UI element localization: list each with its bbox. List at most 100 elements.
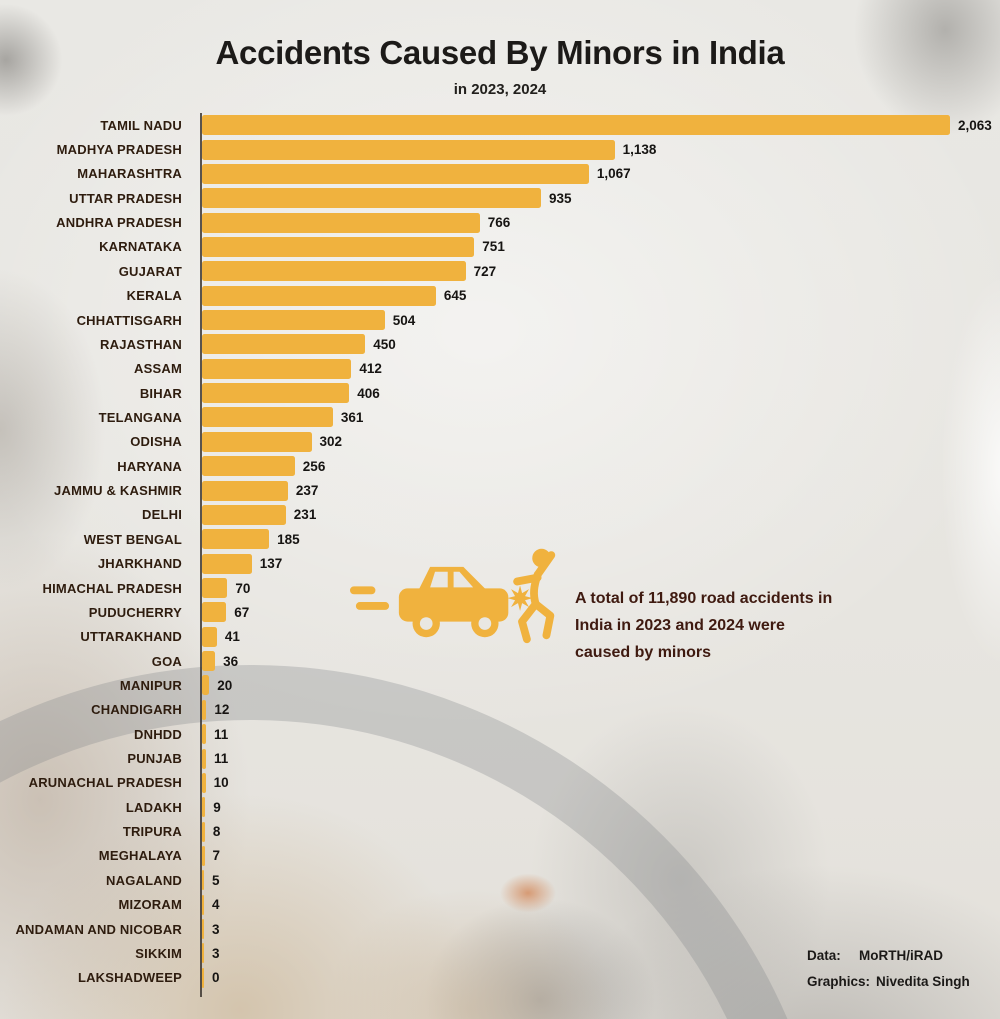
bar-row: UTTAR PRADESH 935 — [0, 186, 996, 210]
bar-track: 137 — [192, 553, 996, 574]
bar — [202, 894, 204, 915]
bar-row: HIMACHAL PRADESH 70 — [0, 576, 996, 600]
graphics-credit-value: Nivedita Singh — [876, 974, 970, 989]
state-label: MADHYA PRADESH — [56, 142, 182, 158]
state-label: JHARKHAND — [97, 556, 182, 572]
bar-track: 645 — [192, 285, 996, 306]
bar — [202, 967, 204, 988]
state-label: TRIPURA — [122, 824, 182, 840]
value-label: 302 — [319, 434, 343, 450]
graphics-credit-label: Graphics: — [807, 974, 871, 989]
state-label: ANDHRA PRADESH — [56, 215, 182, 231]
bar-track: 20 — [192, 675, 996, 696]
value-label: 11 — [214, 751, 229, 767]
value-label: 450 — [373, 336, 396, 352]
bar-row: ANDHRA PRADESH 766 — [0, 210, 996, 234]
bar — [202, 456, 295, 477]
bar-track: 406 — [192, 383, 996, 404]
bar-track: 766 — [192, 212, 996, 233]
bar-row: ANDAMAN AND NICOBAR 3 — [0, 917, 996, 941]
bar — [202, 188, 541, 209]
bar-row: MIZORAM 4 — [0, 893, 996, 917]
state-label: RAJASTHAN — [100, 336, 182, 352]
bar-track: 70 — [192, 578, 996, 598]
bar-row: ODISHA 302 — [0, 430, 996, 454]
state-label: UTTARAKHAND — [80, 629, 182, 645]
state-label: PUDUCHERRY — [88, 604, 182, 620]
bar — [202, 407, 333, 428]
bar-row: PUDUCHERRY 67 — [0, 600, 996, 624]
chart-title: Accidents Caused By Minors in India — [215, 34, 785, 71]
state-label: KERALA — [126, 288, 182, 304]
state-label: DNHDD — [134, 726, 182, 742]
state-label: ASSAM — [134, 361, 182, 377]
bar — [202, 334, 366, 355]
bar-row: DELHI 231 — [0, 503, 996, 527]
bar — [202, 675, 210, 696]
car-hitting-pedestrian-icon — [350, 548, 556, 644]
bar-track: 3 — [192, 919, 996, 940]
bar-track: 256 — [192, 456, 996, 477]
annotation-text: A total of 11,890 road accidents in Indi… — [575, 585, 835, 666]
state-label: GUJARAT — [118, 263, 182, 279]
bar — [202, 870, 204, 891]
bar-row: TRIPURA 8 — [0, 819, 996, 843]
value-label: 361 — [340, 409, 364, 425]
state-label: ANDAMAN AND NICOBAR — [15, 921, 182, 937]
bar-track: 12 — [192, 699, 996, 720]
value-label: 1,067 — [596, 166, 631, 182]
bar-row: TELANGANA 361 — [0, 405, 996, 429]
bar-row: JHARKHAND 137 — [0, 551, 996, 575]
bar-track: 935 — [192, 188, 996, 209]
bar — [202, 699, 207, 720]
bar-track: 727 — [192, 261, 996, 282]
state-label: GOA — [151, 653, 182, 669]
bar — [202, 821, 205, 842]
bar-track: 751 — [192, 236, 996, 257]
state-label: WEST BENGAL — [83, 531, 182, 547]
bar-track: 11 — [192, 724, 996, 745]
bar — [202, 358, 352, 379]
bar-track: 3 — [192, 943, 996, 964]
bar-row: TAMIL NADU 2,063 — [0, 113, 996, 137]
value-label: 9 — [213, 799, 221, 815]
bar-row: PUNJAB 11 — [0, 746, 996, 770]
bar — [202, 797, 206, 818]
value-label: 412 — [359, 361, 382, 377]
state-label: TAMIL NADU — [100, 117, 182, 133]
data-source-value: MoRTH/iRAD — [859, 948, 943, 963]
state-label: CHHATTISGARH — [76, 312, 182, 328]
bar-row: SIKKIM 3 — [0, 941, 996, 965]
value-label: 1,138 — [622, 142, 657, 158]
state-label: TELANGANA — [98, 409, 182, 425]
bar-track: 1,138 — [192, 139, 996, 160]
state-label: BIHAR — [139, 385, 182, 401]
value-label: 237 — [295, 483, 319, 499]
state-label: HARYANA — [117, 458, 182, 474]
graphics-credit-line: Graphics: Nivedita Singh — [807, 969, 970, 995]
speed-line-icon — [355, 602, 390, 610]
bar — [202, 431, 312, 452]
state-label: JAMMU & KASHMIR — [54, 483, 182, 499]
value-label: 751 — [482, 239, 505, 255]
bar-row: MADHYA PRADESH 1,138 — [0, 137, 996, 161]
bar-track: 5 — [192, 870, 996, 891]
bar — [202, 480, 288, 501]
state-label: LAKSHADWEEP — [77, 970, 182, 986]
bar-track: 450 — [192, 334, 996, 355]
bar-row: KARNATAKA 751 — [0, 235, 996, 259]
value-label: 766 — [487, 215, 511, 231]
bar — [202, 261, 466, 282]
value-label: 36 — [223, 653, 239, 669]
chart-subtitle: in 2023, 2024 — [453, 81, 547, 98]
bar-row: GOA 36 — [0, 649, 996, 673]
value-label: 70 — [235, 580, 251, 596]
bar-track: 504 — [192, 310, 996, 331]
bar-rows: TAMIL NADU 2,063 MADHYA PRADESH 1,138 MAHARA… — [0, 113, 996, 990]
bar — [202, 553, 252, 574]
value-label: 231 — [293, 507, 317, 523]
state-label: CHANDIGARH — [91, 702, 182, 718]
bar-track: 1,067 — [192, 163, 996, 184]
value-label: 2,063 — [958, 117, 992, 133]
